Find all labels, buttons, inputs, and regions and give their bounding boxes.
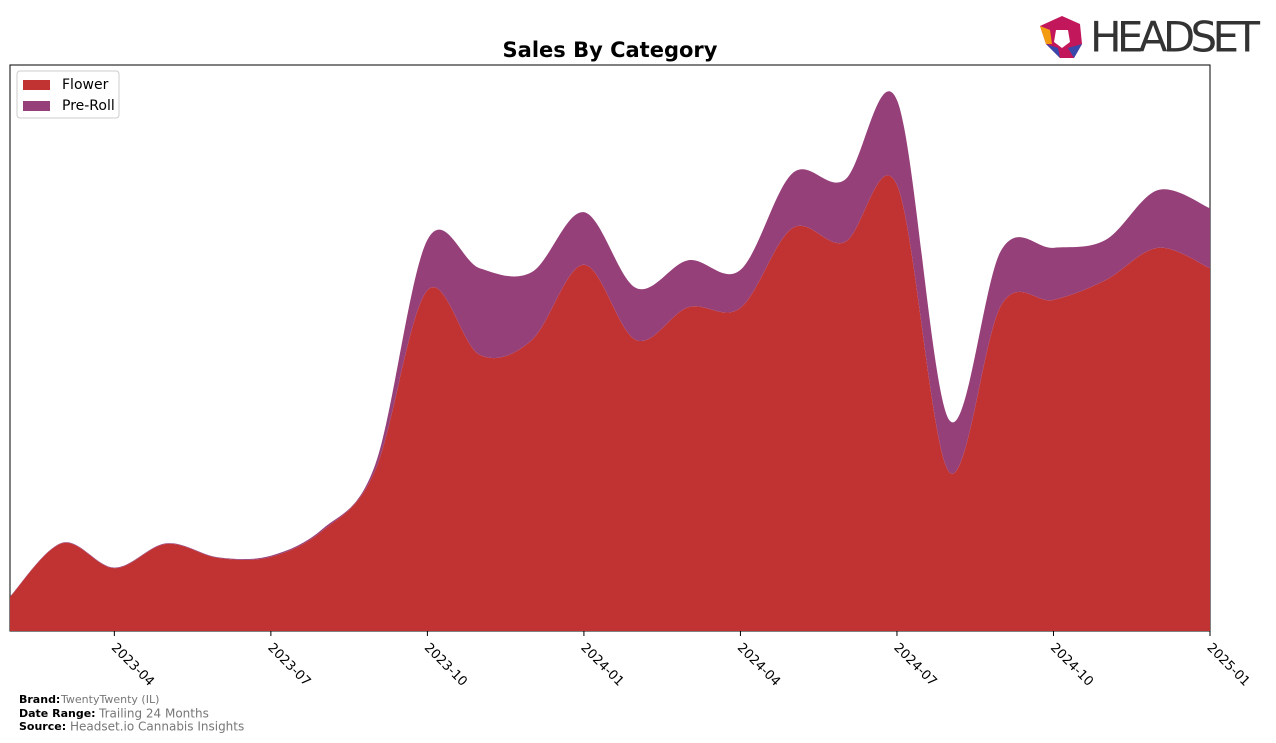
chart-title: Sales By Category [503,38,718,62]
legend: Flower Pre-Roll [16,70,120,119]
legend-label: Pre-Roll [62,98,115,114]
legend-label: Flower [62,77,109,93]
x-tick-label: 2024-07 [890,641,939,690]
legend-swatch [23,101,50,111]
footer-value: TwentyTwenty (IL) [60,693,159,706]
footer-label: Source: [19,720,66,733]
x-tick-label: 2023-07 [264,641,313,690]
legend-swatch [23,80,50,90]
area [10,91,1210,598]
x-tick-label: 2024-10 [1047,641,1096,690]
logo-icon [1046,44,1060,58]
logo-icon [1054,30,1070,48]
footer-value: Headset.io Cannabis Insights [70,720,244,734]
x-tick-label: 2025-01 [1204,641,1253,690]
logo: HEADSET [1040,13,1260,62]
x-tick-label: 2024-01 [577,641,626,690]
logo-icon [1068,44,1082,58]
logo-text: HEADSET [1090,13,1260,62]
footer-label: Brand: [19,693,60,706]
x-tick-label: 2024-04 [734,641,783,690]
footer-label: Date Range: [19,707,96,720]
footer-value: Trailing 24 Months [98,707,209,721]
x-tick-label: 2023-04 [108,641,157,690]
x-tick-label: 2023-10 [421,641,470,690]
logo-icon [1040,26,1052,44]
area [10,175,1210,631]
